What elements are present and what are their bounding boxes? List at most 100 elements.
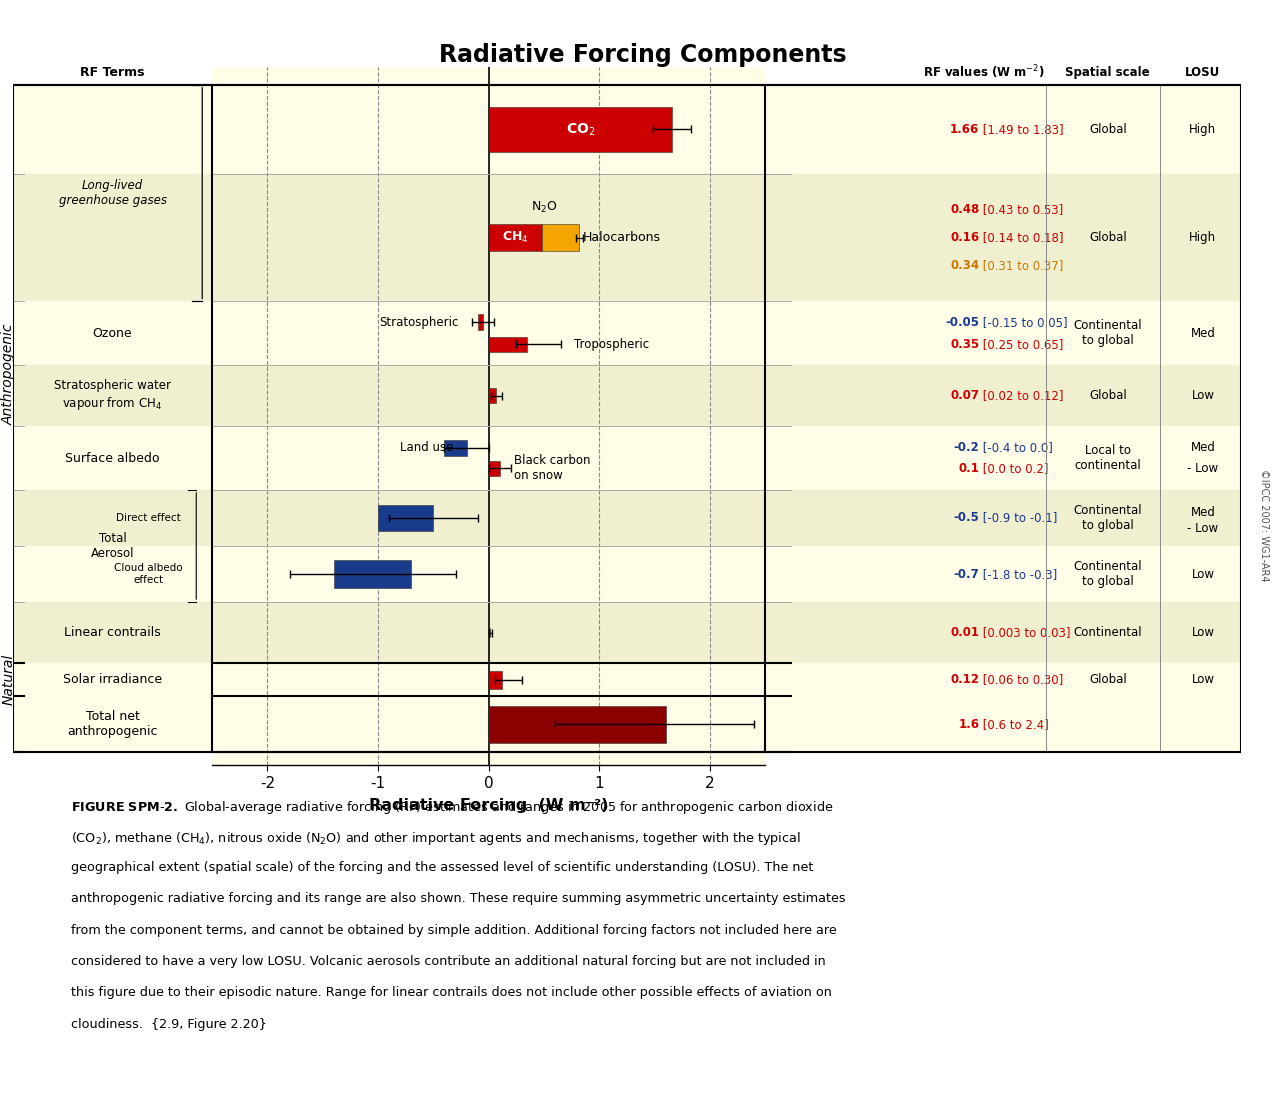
Text: Solar irradiance: Solar irradiance (63, 674, 162, 686)
Text: 0.07: 0.07 (950, 389, 980, 402)
Bar (765, 427, 1241, 490)
Text: RF values (W m$^{-2}$): RF values (W m$^{-2}$) (923, 64, 1046, 80)
Text: Land use: Land use (400, 441, 453, 455)
Bar (212, 663, 765, 696)
Text: Radiative Forcing Components: Radiative Forcing Components (440, 42, 846, 67)
Text: Med: Med (1191, 506, 1215, 519)
Bar (489, 225, 541, 251)
Text: High: High (1190, 123, 1217, 136)
Text: - Low: - Low (1187, 522, 1219, 535)
Bar (541, 225, 580, 251)
Text: 1.66: 1.66 (950, 123, 980, 136)
Text: [0.0 to 0.2]: [0.0 to 0.2] (980, 461, 1049, 475)
Text: N$_2$O: N$_2$O (531, 200, 557, 214)
Text: Stratospheric: Stratospheric (379, 316, 459, 328)
Text: 0.35: 0.35 (950, 338, 980, 351)
Bar (489, 388, 496, 403)
Text: from the component terms, and cannot be obtained by simple addition. Additional : from the component terms, and cannot be … (71, 924, 836, 937)
Bar (765, 696, 1241, 753)
Text: considered to have a very low LOSU. Volcanic aerosols contribute an additional n: considered to have a very low LOSU. Volc… (71, 955, 826, 968)
Bar (13, 602, 212, 663)
Text: RF Terms: RF Terms (80, 66, 145, 78)
Text: 0.16: 0.16 (950, 231, 980, 245)
Bar (212, 427, 765, 490)
Bar (13, 663, 212, 696)
Text: -0.05: -0.05 (945, 316, 980, 328)
Text: Black carbon
on snow: Black carbon on snow (514, 455, 590, 483)
Text: [-1.8 to -0.3]: [-1.8 to -0.3] (980, 567, 1057, 581)
Text: Linear contrails: Linear contrails (64, 627, 161, 639)
Text: Anthropogenic: Anthropogenic (3, 323, 15, 424)
Bar (212, 85, 765, 174)
Text: Tropospheric: Tropospheric (574, 338, 649, 351)
Text: Long-lived
greenhouse gases: Long-lived greenhouse gases (59, 179, 166, 207)
Bar (13, 174, 212, 302)
Text: ©IPCC 2007: WG1-AR4: ©IPCC 2007: WG1-AR4 (1259, 469, 1269, 581)
Text: 0.12: 0.12 (950, 674, 980, 686)
Bar (489, 460, 500, 476)
Text: Surface albedo: Surface albedo (66, 451, 159, 465)
Text: Low: Low (1191, 674, 1214, 686)
Bar (212, 546, 765, 602)
Text: Spatial scale: Spatial scale (1065, 66, 1150, 78)
Text: -0.7: -0.7 (953, 567, 980, 581)
Text: Total net
anthropogenic: Total net anthropogenic (67, 710, 158, 738)
Text: Low: Low (1191, 567, 1214, 581)
Text: geographical extent (spatial scale) of the forcing and the assessed level of sci: geographical extent (spatial scale) of t… (71, 861, 813, 875)
Text: Med: Med (1191, 327, 1215, 340)
Bar (212, 365, 765, 427)
Text: (CO$_2$), methane (CH$_4$), nitrous oxide (N$_2$O) and other important agents an: (CO$_2$), methane (CH$_4$), nitrous oxid… (71, 830, 800, 847)
Bar (13, 427, 212, 490)
Text: LOSU: LOSU (1186, 66, 1220, 78)
Text: 0.48: 0.48 (950, 203, 980, 217)
Bar (489, 337, 527, 352)
X-axis label: Radiative Forcing  (W m⁻²): Radiative Forcing (W m⁻²) (369, 798, 608, 812)
Text: anthropogenic radiative forcing and its range are also shown. These require summ: anthropogenic radiative forcing and its … (71, 892, 845, 906)
Text: [0.6 to 2.4]: [0.6 to 2.4] (980, 718, 1049, 731)
Bar (489, 671, 502, 689)
Bar (765, 546, 1241, 602)
Bar (489, 106, 673, 152)
Bar (765, 174, 1241, 302)
Text: High: High (1190, 231, 1217, 245)
Text: Continental
to global: Continental to global (1074, 504, 1142, 532)
Text: Global: Global (1089, 123, 1127, 136)
Bar (765, 85, 1241, 174)
Text: this figure due to their episodic nature. Range for linear contrails does not in: this figure due to their episodic nature… (71, 986, 832, 1000)
Bar (334, 560, 412, 588)
Text: Continental
to global: Continental to global (1074, 319, 1142, 347)
Bar (13, 490, 212, 546)
Text: Cloud albedo
effect: Cloud albedo effect (114, 563, 183, 585)
Text: cloudiness.  {2.9, Figure 2.20}: cloudiness. {2.9, Figure 2.20} (71, 1018, 266, 1031)
Text: Global: Global (1089, 674, 1127, 686)
Bar (212, 602, 765, 663)
Text: Continental: Continental (1074, 627, 1142, 639)
Text: Halocarbons: Halocarbons (583, 231, 661, 245)
Text: - Low: - Low (1187, 461, 1219, 475)
Text: Ozone: Ozone (93, 327, 132, 340)
Bar (765, 602, 1241, 663)
Text: Direct effect: Direct effect (116, 513, 181, 523)
Text: 0.01: 0.01 (950, 627, 980, 639)
Text: [0.14 to 0.18]: [0.14 to 0.18] (980, 231, 1064, 245)
Bar (378, 505, 433, 531)
Bar (765, 365, 1241, 427)
Bar (489, 706, 666, 743)
Text: [0.25 to 0.65]: [0.25 to 0.65] (980, 338, 1064, 351)
Text: Low: Low (1191, 627, 1214, 639)
Text: CO$_2$: CO$_2$ (566, 122, 595, 137)
Text: [0.31 to 0.37]: [0.31 to 0.37] (980, 259, 1064, 273)
Bar (13, 365, 212, 427)
Bar (212, 302, 765, 365)
Text: Natural: Natural (3, 655, 15, 706)
Text: Total
Aerosol: Total Aerosol (91, 532, 134, 560)
Text: Low: Low (1191, 389, 1214, 402)
Text: Continental
to global: Continental to global (1074, 560, 1142, 588)
Text: 0.34: 0.34 (950, 259, 980, 273)
Text: Global: Global (1089, 231, 1127, 245)
Bar (765, 490, 1241, 546)
Text: -0.5: -0.5 (953, 512, 980, 525)
Text: [-0.4 to 0.0]: [-0.4 to 0.0] (980, 441, 1053, 455)
Bar (445, 440, 467, 456)
Bar (765, 663, 1241, 696)
